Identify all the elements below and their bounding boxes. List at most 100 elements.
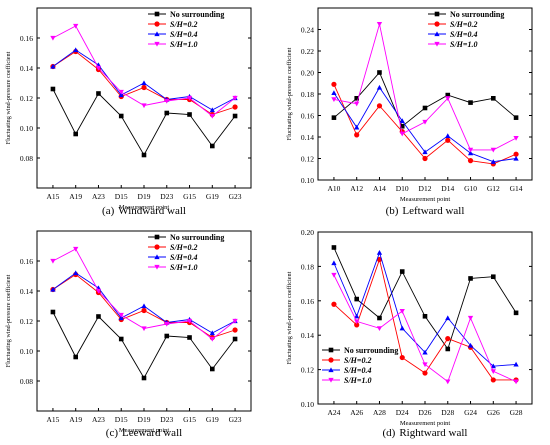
data-point <box>209 336 215 342</box>
x-tick-label: A23 <box>92 192 105 201</box>
data-point <box>118 92 124 98</box>
legend-label: No surrounding <box>170 233 224 242</box>
x-tick-label: A28 <box>373 408 386 417</box>
data-point <box>399 131 405 137</box>
data-point <box>209 330 215 336</box>
data-point <box>354 319 360 325</box>
data-point <box>422 105 428 111</box>
series-line <box>333 247 517 351</box>
data-point <box>445 133 451 139</box>
data-point <box>445 92 451 98</box>
legend-label: S/H=0.4 <box>450 30 477 39</box>
y-tick-label: 0.16 <box>20 257 33 266</box>
y-axis-label: Fluctuating wind-pressure coefficient <box>5 51 12 144</box>
data-point <box>95 65 102 71</box>
x-tick-label: A23 <box>92 415 105 424</box>
x-tick-label: A15 <box>46 415 59 424</box>
data-point <box>354 124 360 130</box>
data-point <box>445 379 451 385</box>
x-tick-label: D24 <box>396 408 409 417</box>
series-line <box>52 88 236 156</box>
legend-label: S/H=1.0 <box>344 376 371 385</box>
data-point <box>232 327 238 333</box>
series-line <box>52 272 236 334</box>
y-tick-label: 0.18 <box>301 90 314 99</box>
y-tick-label: 0.24 <box>301 26 314 35</box>
x-axis-label: Measurement point <box>400 196 451 203</box>
y-tick-label: 0.10 <box>301 176 314 185</box>
data-point <box>354 101 360 107</box>
data-point <box>467 342 474 348</box>
data-point <box>445 346 451 352</box>
data-point <box>422 119 428 125</box>
y-tick-label: 0.10 <box>301 400 314 409</box>
data-point <box>467 150 474 156</box>
x-tick-label: A26 <box>350 408 363 417</box>
series-line <box>52 311 236 379</box>
x-tick-label: G26 <box>487 408 500 417</box>
data-point <box>376 84 383 90</box>
series-line <box>333 23 517 151</box>
data-point <box>490 377 496 383</box>
y-tick-label: 0.12 <box>20 317 33 326</box>
legend-marker <box>328 357 334 363</box>
legend-label: No surrounding <box>450 10 504 19</box>
data-point <box>209 107 215 113</box>
x-tick-label: G24 <box>464 408 477 417</box>
legend-marker <box>328 377 334 383</box>
legend-label: S/H=0.4 <box>170 30 197 39</box>
chart-panel: 0.10 0.12 0.14 0.16 0.18 0.20 0.22 0.24 A10 A12 A1… <box>286 7 533 217</box>
data-point <box>141 152 147 158</box>
x-tick-label: A19 <box>69 192 82 201</box>
data-point <box>164 110 170 116</box>
data-point <box>331 81 337 87</box>
data-point <box>354 322 360 328</box>
data-point <box>513 155 519 161</box>
data-point <box>377 70 382 75</box>
data-point <box>141 84 147 91</box>
data-point <box>376 22 383 27</box>
y-tick-label: 0.16 <box>20 34 33 43</box>
data-point <box>422 370 428 376</box>
data-point <box>468 100 473 105</box>
x-tick-label: G14 <box>510 184 523 193</box>
legend-marker <box>434 41 440 47</box>
caption-letter: (d) <box>383 427 396 439</box>
data-point <box>141 303 147 309</box>
caption-letter: (b) <box>386 205 399 217</box>
x-tick-label: G23 <box>229 192 242 201</box>
data-point <box>376 326 383 331</box>
data-point <box>354 132 360 138</box>
data-point <box>490 159 496 164</box>
legend-marker <box>154 254 160 260</box>
data-point <box>354 296 360 302</box>
x-tick-label: D19 <box>138 415 151 424</box>
panel-caption: (b) Leftward wall <box>386 205 465 217</box>
data-point <box>422 149 428 155</box>
y-tick-label: 0.20 <box>301 228 314 237</box>
data-point <box>399 325 405 331</box>
data-point <box>376 103 383 109</box>
y-tick-label: 0.12 <box>301 366 314 375</box>
data-point <box>331 260 337 266</box>
data-point <box>513 361 519 367</box>
data-point <box>422 313 428 319</box>
x-tick-label: G15 <box>183 415 196 424</box>
x-tick-label: G10 <box>464 184 477 193</box>
legend-marker <box>154 31 160 37</box>
y-axis-label: Fluctuating wind-pressure coefficient <box>5 274 12 367</box>
data-point <box>209 366 215 372</box>
caption-text: Rightward wall <box>399 427 467 439</box>
x-axis-label: Measurement point <box>119 427 170 434</box>
x-tick-label: A12 <box>350 184 363 193</box>
data-point <box>164 98 170 104</box>
x-tick-label: D23 <box>160 415 173 424</box>
data-point <box>232 113 238 119</box>
data-point <box>468 276 473 281</box>
y-axis-label: Fluctuating wind-pressure coefficient <box>286 47 293 140</box>
panel-caption: (a) Windward wall <box>102 205 186 217</box>
data-point <box>513 151 519 157</box>
legend-marker <box>434 21 440 27</box>
